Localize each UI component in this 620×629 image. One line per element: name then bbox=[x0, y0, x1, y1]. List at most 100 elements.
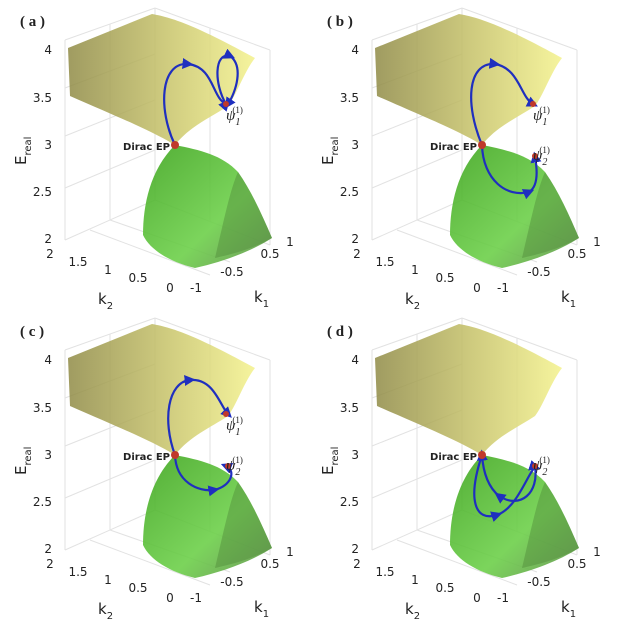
z-tick-label: 4 bbox=[351, 353, 359, 367]
k2-axis-title-main: k bbox=[98, 290, 107, 308]
z-axis-title: Ereal bbox=[12, 447, 34, 475]
k2-axis-title: k2 bbox=[405, 290, 420, 312]
z-axis-title-sub: real bbox=[330, 447, 341, 466]
state-point bbox=[530, 101, 536, 107]
k1-axis-title-sub: 1 bbox=[263, 299, 269, 310]
annotation: Dirac EP bbox=[430, 142, 477, 153]
k2-axis-title-main: k bbox=[405, 600, 414, 618]
k2-tick-label: 1 bbox=[104, 263, 112, 277]
k2-tick-label: 2 bbox=[46, 557, 54, 571]
k2-axis-title-sub: 2 bbox=[414, 611, 420, 622]
state-label-sub: 1 bbox=[542, 117, 547, 128]
k2-tick-label: 0 bbox=[473, 591, 481, 605]
z-axis-title-sub: real bbox=[23, 137, 34, 156]
trajectory bbox=[480, 144, 542, 200]
k2-tick-label: 1.5 bbox=[375, 565, 394, 579]
k2-tick-label: 0 bbox=[166, 281, 174, 295]
panel-label: ( c ) bbox=[20, 324, 44, 340]
state-label-sub: 2 bbox=[542, 467, 547, 478]
grid-line bbox=[154, 7, 271, 51]
k1-axis-title-main: k bbox=[561, 598, 570, 616]
k2-tick-label: 2 bbox=[353, 247, 361, 261]
state-label-main: ψ bbox=[226, 108, 236, 124]
panel-label: ( b ) bbox=[327, 14, 353, 30]
k1-axis-title: k1 bbox=[561, 288, 576, 310]
z-tick-label: 3.5 bbox=[340, 401, 359, 415]
panel: ( a )Dirac EPψ1(1)43.532.52Ereal21.510.5… bbox=[12, 7, 294, 312]
state-point bbox=[532, 463, 538, 469]
lower-surface bbox=[143, 145, 272, 268]
z-axis-title-main: E bbox=[319, 156, 337, 165]
state-label-main: ψ bbox=[226, 458, 236, 474]
k2-tick-label: 1.5 bbox=[68, 565, 87, 579]
z-tick-label: 2.5 bbox=[33, 185, 52, 199]
state-label: ψ1 (1) bbox=[533, 105, 550, 128]
k1-tick-label: -0.5 bbox=[527, 265, 550, 279]
dirac-ep-point bbox=[171, 451, 179, 459]
k1-axis-title-sub: 1 bbox=[570, 299, 576, 310]
dirac-ep-point bbox=[478, 451, 486, 459]
trajectory bbox=[173, 454, 234, 497]
k2-axis-title-sub: 2 bbox=[107, 611, 113, 622]
state-label-sup: (1) bbox=[232, 455, 243, 465]
state-label-sub: 1 bbox=[235, 117, 240, 128]
trajectory bbox=[167, 374, 232, 456]
panel: ( c )Dirac EPψ1(1)ψ2(1)43.532.52Ereal21.… bbox=[12, 317, 294, 622]
k2-tick-label: 0 bbox=[166, 591, 174, 605]
k1-tick-label: 1 bbox=[593, 545, 601, 559]
k2-tick-label: 1 bbox=[411, 263, 419, 277]
k1-tick-label: 0.5 bbox=[567, 557, 586, 571]
upper-surface bbox=[375, 14, 562, 145]
k2-tick-label: 0.5 bbox=[435, 581, 454, 595]
k1-axis-title-main: k bbox=[561, 288, 570, 306]
z-axis-title-sub: real bbox=[23, 447, 34, 466]
state-label-sup: (1) bbox=[539, 105, 550, 115]
k1-axis-title-sub: 1 bbox=[263, 609, 269, 620]
k2-tick-label: 2 bbox=[46, 247, 54, 261]
lower-surface-shade bbox=[522, 482, 579, 568]
state-label: ψ2 (1) bbox=[226, 455, 243, 478]
k1-tick-label: 0.5 bbox=[260, 557, 279, 571]
trajectory bbox=[470, 57, 538, 146]
state-point bbox=[225, 463, 231, 469]
k2-axis-title: k2 bbox=[98, 290, 113, 312]
z-tick-label: 3 bbox=[351, 138, 359, 152]
lower-surface-shade bbox=[215, 172, 272, 258]
state-label-sup: (1) bbox=[232, 105, 243, 115]
z-axis-title-main: E bbox=[12, 466, 30, 475]
lower-surface bbox=[143, 455, 272, 578]
k1-axis-title-main: k bbox=[254, 598, 263, 616]
state-label-main: ψ bbox=[533, 108, 543, 124]
k1-axis-title: k1 bbox=[561, 598, 576, 620]
state-point bbox=[223, 101, 229, 107]
panel: ( d )Dirac EPψ2(1)43.532.52Ereal21.510.5… bbox=[319, 317, 601, 622]
state-label: ψ1 (1) bbox=[226, 415, 243, 438]
k1-axis-title: k1 bbox=[254, 598, 269, 620]
z-axis-title-main: E bbox=[319, 466, 337, 475]
k1-tick-label: 0.5 bbox=[567, 247, 586, 261]
state-label-sub: 1 bbox=[235, 427, 240, 438]
k2-tick-label: 1 bbox=[411, 573, 419, 587]
k2-tick-label: 0.5 bbox=[435, 271, 454, 285]
state-label-main: ψ bbox=[533, 148, 543, 164]
z-axis-title-main: E bbox=[12, 156, 30, 165]
grid-line bbox=[154, 317, 271, 361]
z-tick-label: 4 bbox=[351, 43, 359, 57]
z-tick-label: 3.5 bbox=[33, 91, 52, 105]
k2-axis-title-sub: 2 bbox=[414, 301, 420, 312]
z-tick-label: 3 bbox=[44, 138, 52, 152]
state-label: ψ1 (1) bbox=[226, 105, 243, 128]
k2-axis-title-sub: 2 bbox=[107, 301, 113, 312]
z-axis-title: Ereal bbox=[12, 137, 34, 165]
k1-tick-label: -1 bbox=[190, 281, 202, 295]
z-tick-label: 2 bbox=[351, 542, 359, 556]
state-label-sub: 2 bbox=[542, 157, 547, 168]
annotation: Dirac EP bbox=[430, 452, 477, 463]
z-tick-label: 3 bbox=[44, 448, 52, 462]
state-label-main: ψ bbox=[226, 418, 236, 434]
z-tick-label: 4 bbox=[44, 353, 52, 367]
panel: ( b )Dirac EPψ1(1)ψ2(1)43.532.52Ereal21.… bbox=[319, 7, 601, 312]
state-point bbox=[532, 153, 538, 159]
z-tick-label: 3.5 bbox=[340, 91, 359, 105]
